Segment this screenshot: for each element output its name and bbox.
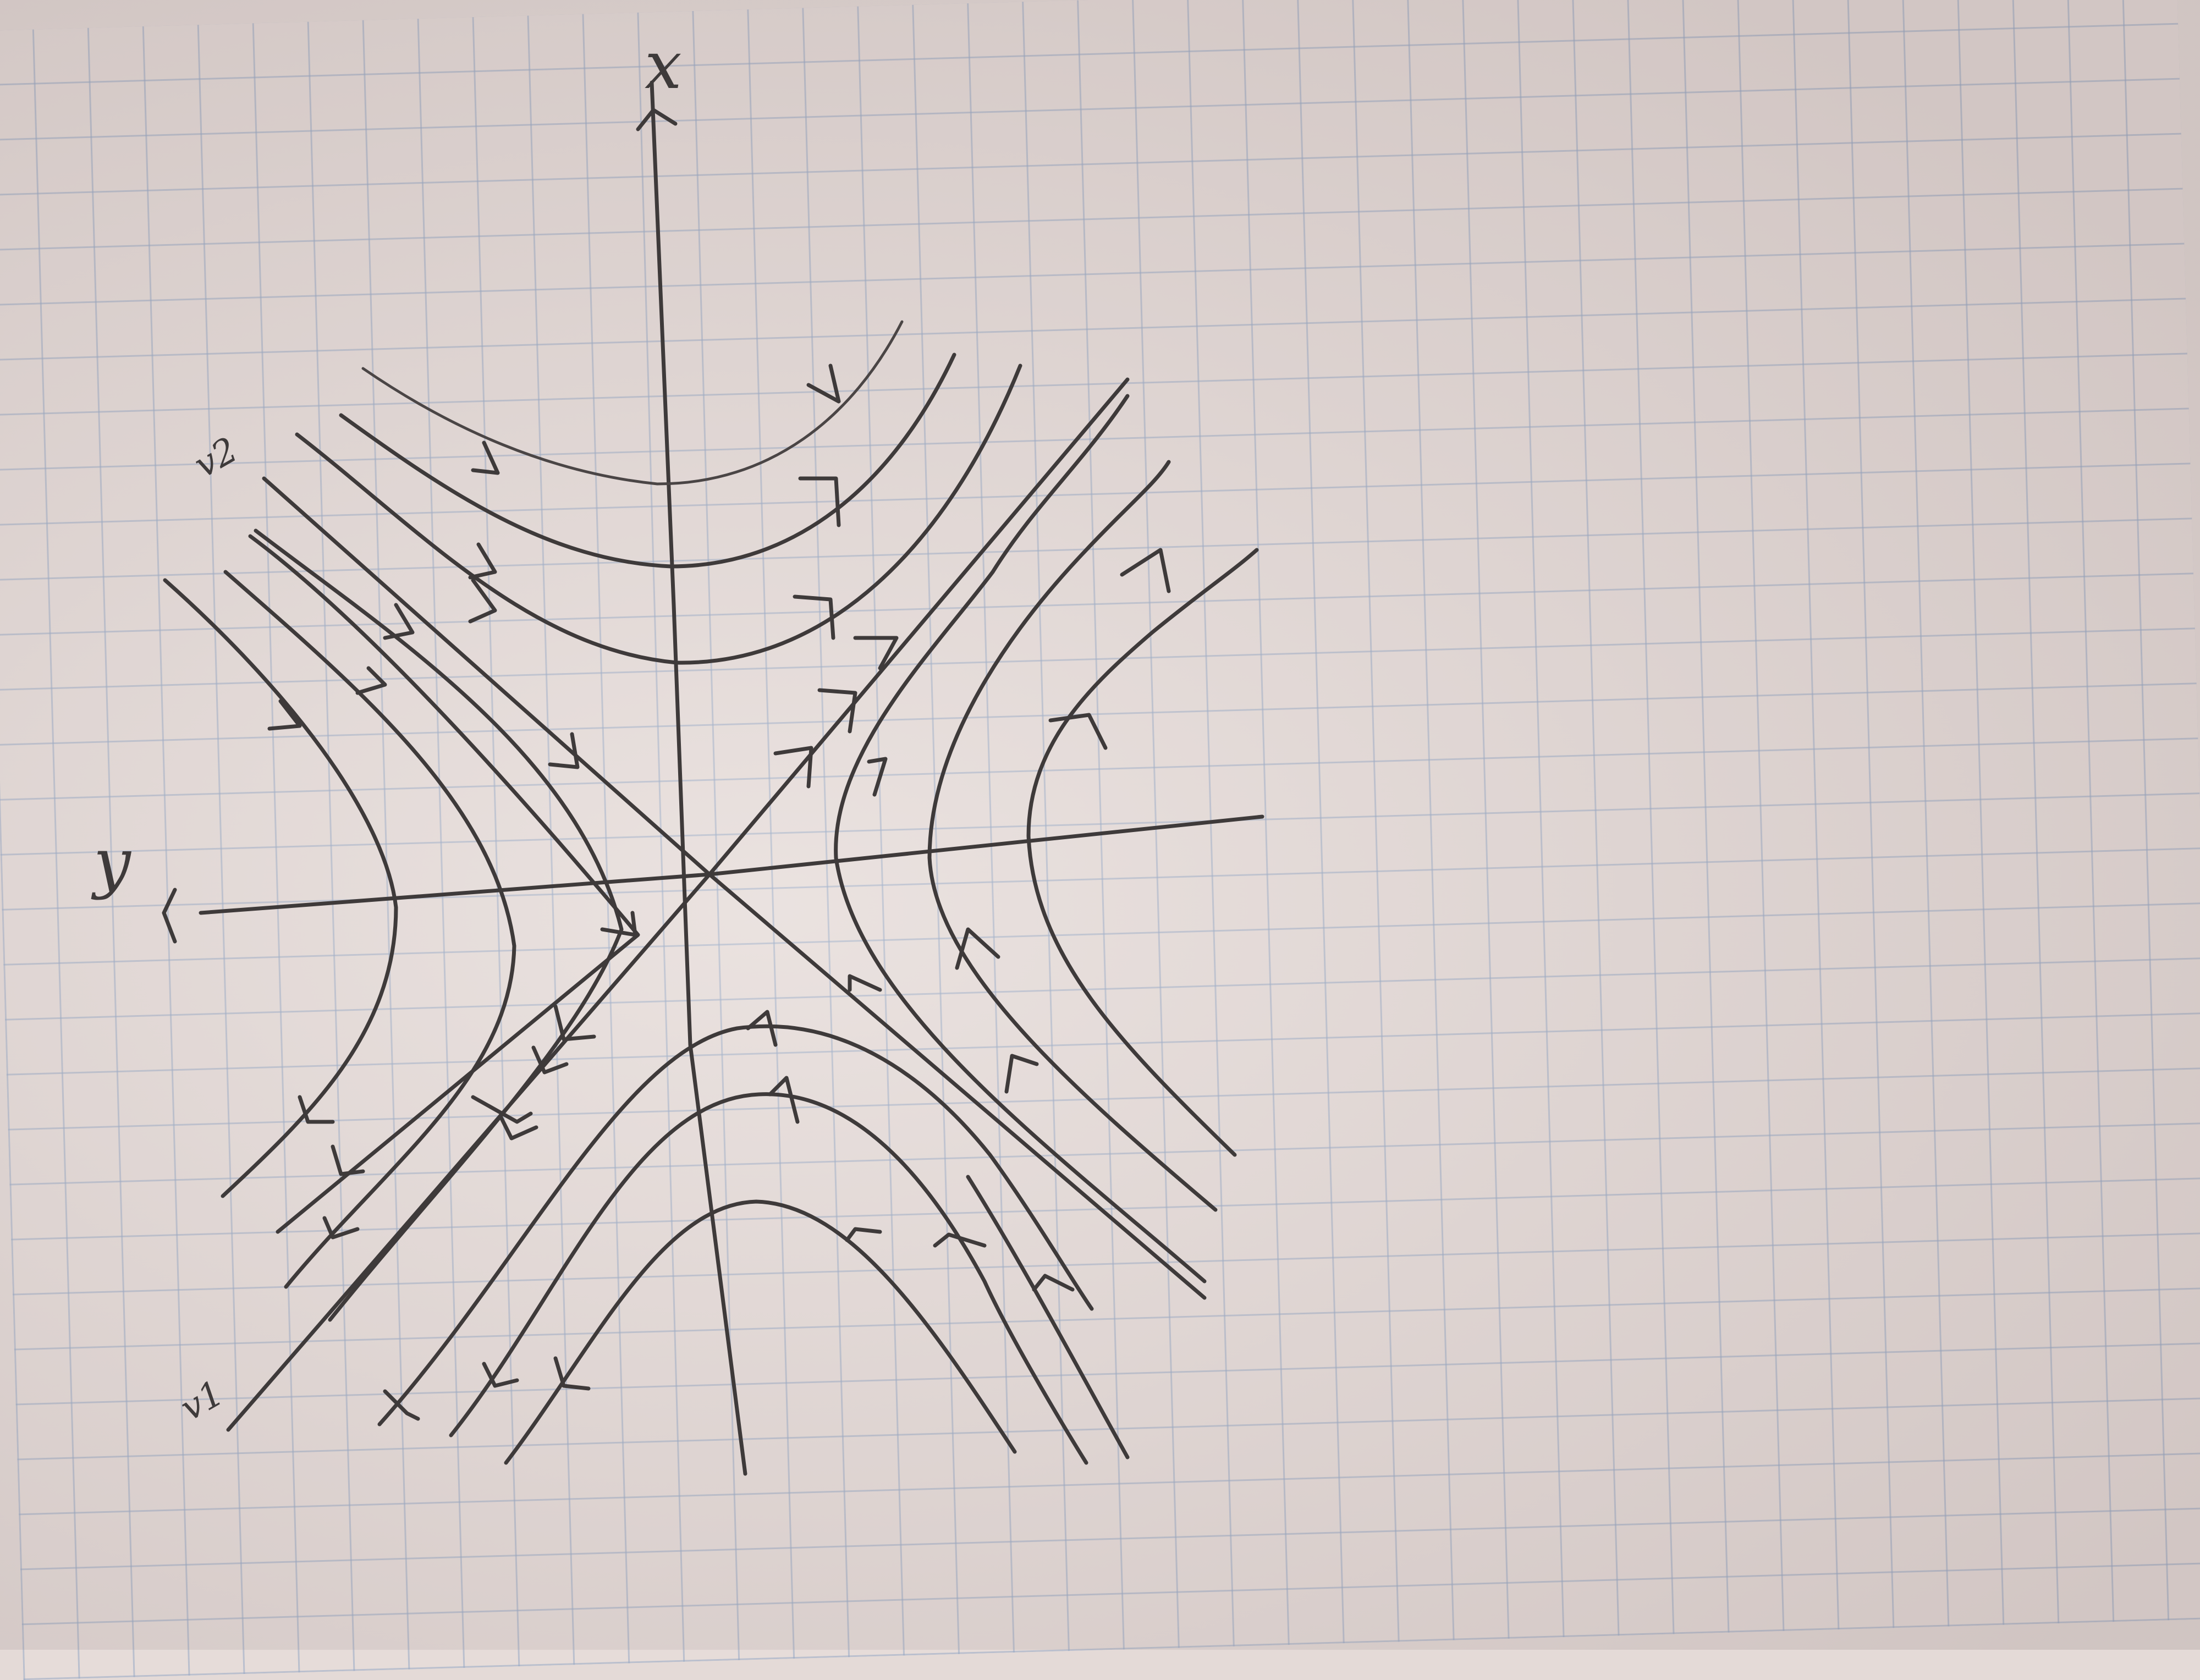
arrowhead (746, 1010, 778, 1047)
arrowhead (548, 732, 580, 769)
trajectory-top-2 (339, 352, 956, 569)
trajectory-left-4 (248, 534, 640, 1234)
vertical-axis-label: x (645, 27, 682, 104)
arrowhead (298, 1095, 335, 1124)
eigenvector-v2-line (262, 476, 1207, 1300)
arrowhead (267, 699, 302, 731)
horizontal-axis-line (199, 814, 1264, 915)
trajectory-right-1 (834, 394, 1207, 1284)
trajectory-left-1 (163, 578, 398, 1198)
arrowhead (383, 603, 415, 640)
trajectory-bottom-3 (504, 1199, 1017, 1465)
vertical-axis-line (650, 80, 747, 1476)
arrowhead (867, 757, 888, 797)
trajectory-bottom-4 (966, 1175, 1130, 1459)
trajectory-right-3 (1026, 548, 1259, 1157)
arrowhead (600, 911, 637, 937)
arrowhead (853, 636, 899, 670)
arrowhead (955, 927, 1000, 970)
arrowhead (468, 578, 497, 624)
arrowhead (768, 1076, 800, 1124)
arrowhead (798, 476, 841, 527)
eigenvector-v1-label: v1 (174, 1373, 231, 1429)
flow-arrowheads (267, 363, 1171, 1421)
eigenvector-v1-line (226, 377, 1130, 1432)
trajectory-left-3 (254, 528, 624, 1322)
arrowhead (331, 1144, 365, 1176)
trajectory-left-2 (223, 570, 516, 1289)
arrowhead (468, 542, 497, 580)
horizontal-axis-arrowhead (162, 888, 177, 944)
horizontal-axis-label: y (91, 825, 132, 901)
arrowhead (773, 746, 813, 789)
arrowhead (471, 1095, 533, 1124)
arrowhead (498, 1114, 538, 1141)
arrowhead (471, 440, 500, 475)
arrowhead (553, 1356, 591, 1391)
arrowhead (1004, 1054, 1039, 1094)
trajectory-top-3 (295, 363, 1022, 665)
arrowhead (848, 974, 882, 992)
arrowhead (482, 1362, 519, 1388)
arrowhead (531, 1045, 569, 1075)
trajectory-bottom-1 (377, 1024, 1094, 1426)
vertical-axis-arrowhead (636, 108, 678, 131)
trajectory-top-1 (361, 320, 904, 486)
trajectory-bottom-2 (449, 1092, 1088, 1465)
arrowhead (817, 688, 857, 734)
arrowhead (553, 1004, 596, 1042)
arrowhead (1120, 548, 1171, 593)
arrowhead (806, 363, 841, 404)
arrowhead (845, 1227, 882, 1242)
arrowhead (793, 594, 835, 640)
arrowhead (1032, 1274, 1075, 1292)
arrowhead (322, 1216, 360, 1240)
arrowhead (383, 1389, 420, 1421)
arrowhead (1048, 713, 1108, 750)
eigenvector-v2-label: v2 (188, 429, 245, 486)
arrowhead (355, 666, 387, 695)
trajectory-right-2 (927, 460, 1218, 1212)
arrowhead (933, 1232, 987, 1248)
